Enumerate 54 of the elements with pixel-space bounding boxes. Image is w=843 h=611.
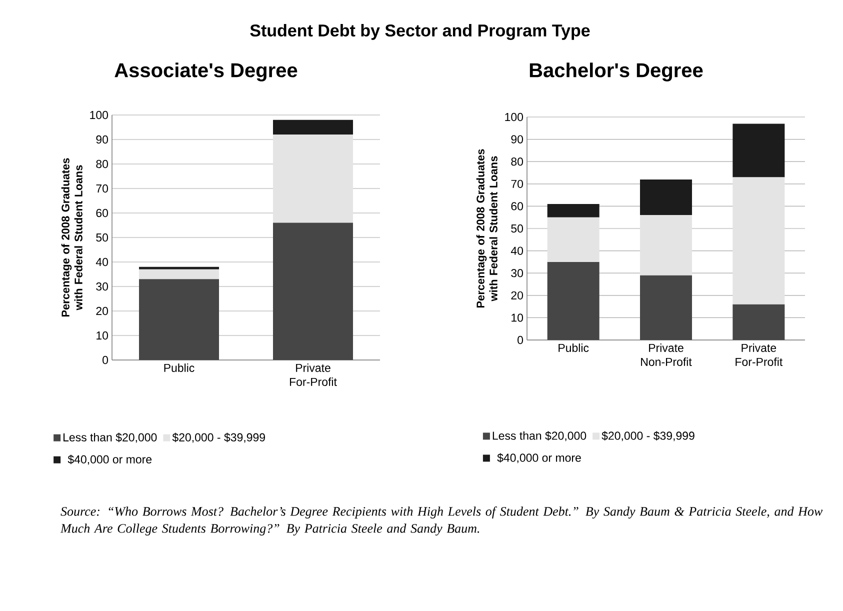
legend-label: $20,000 - $39,999 (172, 432, 265, 443)
bar (547, 204, 600, 218)
y-tick-label: 40 (96, 258, 108, 266)
y-tick-label: 20 (96, 306, 108, 316)
y-tick-label: 100 (505, 112, 524, 122)
y-tick-label: 50 (511, 224, 524, 233)
legend-label: $20,000 - $39,999 (602, 431, 694, 442)
text: Student Debt by Sector and Program Type (250, 24, 590, 40)
bar (640, 215, 692, 276)
bar (732, 177, 785, 304)
y-tick-label: 60 (511, 202, 524, 210)
y-tick-label: 80 (511, 158, 524, 166)
y-tick-label: 70 (511, 180, 524, 188)
bar (139, 269, 220, 280)
y-tick-label: 0 (518, 336, 524, 344)
y-tick-label: 10 (96, 331, 108, 340)
bar (273, 134, 354, 223)
chart-title: Bachelor's Degree (530, 62, 703, 82)
y-tick-label: 100 (90, 110, 108, 120)
legend-label: Less than $20,000 (64, 432, 157, 443)
x-tick-label: Private Non-Profit (641, 344, 692, 366)
y-tick-label: 70 (96, 184, 108, 193)
y-axis-title: Percentage of 2008 Graduates with Federal Student Loans (61, 158, 82, 317)
bar (547, 262, 600, 340)
y-tick-label: 40 (510, 246, 524, 255)
y-tick-label: 50 (96, 233, 108, 242)
y-tick-label: 0 (102, 356, 108, 364)
legend-label: Less than $20,000 (492, 431, 586, 442)
bar (273, 120, 354, 135)
y-tick-label: 30 (96, 282, 108, 291)
x-tick-label: Private For-Profit (290, 364, 337, 386)
y-tick-label: 10 (512, 314, 524, 322)
y-tick-label: 90 (96, 135, 108, 144)
source-note: Source: “Who Borrows Most? Bachelor’s Degree Recipients with High Levels of Student Debt.” By Sandy Baum & Patricia Steele, and How Much Are College Students Borrowing?” By Patricia Steele and Sandy Baum. (60, 506, 823, 536)
legend-label: $40,000 or more (497, 453, 581, 464)
bar (547, 217, 600, 262)
x-tick-label: Public (558, 344, 589, 352)
y-tick-label: 80 (96, 160, 108, 168)
bar (640, 275, 692, 340)
y-axis-title: Percentage of 2008 Graduates with Federal Student Loans (476, 149, 498, 308)
y-tick-label: 90 (511, 135, 524, 144)
chart-subtitle: Associate's Degree (114, 62, 298, 82)
bar (732, 304, 785, 340)
y-tick-label: 60 (96, 208, 108, 218)
bar (273, 222, 354, 360)
bar (640, 179, 692, 216)
legend-label: $40,000 or more (68, 454, 152, 465)
x-tick-label: Public (164, 364, 194, 372)
bar (139, 266, 220, 270)
y-tick-label: 20 (511, 291, 524, 300)
x-tick-label: Private For-Profit (736, 344, 783, 366)
bar (732, 124, 785, 178)
y-tick-label: 30 (511, 269, 524, 278)
bar (139, 279, 220, 360)
